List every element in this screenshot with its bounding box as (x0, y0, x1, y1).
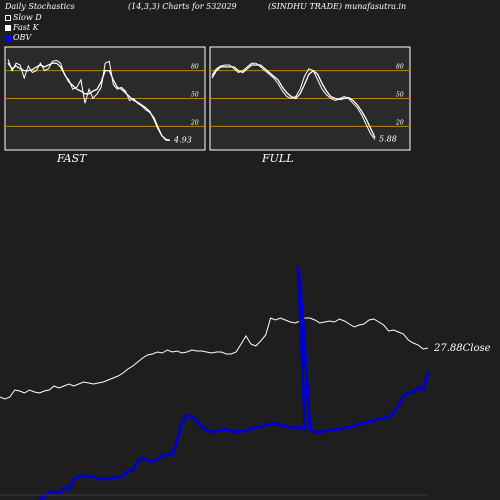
obv-line (37, 265, 430, 500)
fast-panel-title: FAST (57, 152, 87, 165)
full-tick-label-80: 80 (396, 64, 404, 71)
full-series-line-d (211, 64, 376, 138)
fast-tick-label-80: 80 (191, 64, 199, 71)
legend-fast-k: Fast K (5, 23, 39, 32)
fast-k-swatch (5, 25, 11, 31)
fast-last-value: 4.93 (173, 135, 192, 144)
fast-series-line-d (7, 62, 171, 141)
stock-name-label: (SINDHU TRADE) munafasutra.in (268, 2, 407, 11)
fast-tick-label-50: 50 (191, 92, 199, 99)
legend-obv: OBV (5, 33, 31, 42)
chart-params-label: (14,3,3) Charts for 532029 (128, 2, 237, 11)
full-panel-title: FULL (262, 152, 294, 165)
legend-slow-d-text: Slow D (13, 13, 42, 22)
close-price-line (0, 317, 429, 400)
fast-series-line-k (7, 59, 171, 141)
slow-d-swatch (5, 15, 11, 21)
fast-tick-label-20: 20 (190, 119, 199, 126)
obv-swatch (5, 35, 11, 41)
full-last-value: 5.88 (379, 135, 397, 144)
close-last-value: 27.88Close (433, 343, 491, 354)
legend-fast-k-text: Fast K (13, 23, 39, 32)
chart-type-label: Daily Stochastics (5, 2, 75, 11)
full-tick-label-50: 50 (396, 92, 404, 99)
legend-slow-d: Slow D (5, 13, 42, 22)
legend-obv-text: OBV (13, 33, 32, 42)
full-tick-label-20: 20 (395, 119, 404, 126)
